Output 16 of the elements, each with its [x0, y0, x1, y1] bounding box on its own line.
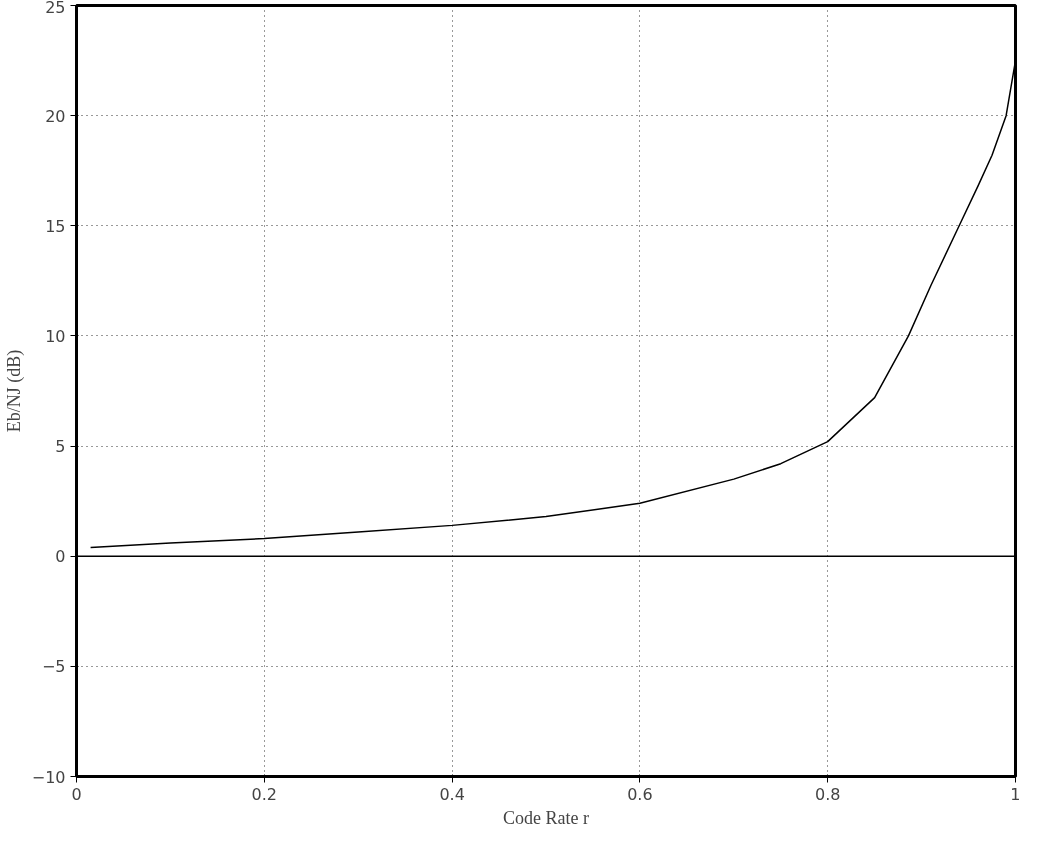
y-tick-label: 25 [45, 0, 66, 17]
y-tick-label: −10 [31, 767, 66, 787]
x-tick-label: 1 [1010, 784, 1021, 804]
y-tick-label: −5 [41, 657, 66, 677]
y-axis-title: Eb/NJ (dB) [3, 349, 25, 433]
x-axis-title: Code Rate r [503, 807, 589, 828]
y-tick-label: 10 [45, 326, 66, 346]
x-tick-label: 0.8 [814, 784, 841, 804]
x-tick-label: 0 [71, 784, 82, 804]
x-tick-label: 0.6 [627, 784, 653, 804]
y-tick-label: 20 [45, 106, 66, 126]
y-tick-label: 0 [55, 547, 66, 567]
y-tick-label: 15 [45, 216, 66, 236]
x-tick-label: 0.4 [439, 784, 465, 804]
x-tick-label: 0.2 [251, 784, 278, 804]
y-tick-label: 5 [55, 437, 66, 457]
